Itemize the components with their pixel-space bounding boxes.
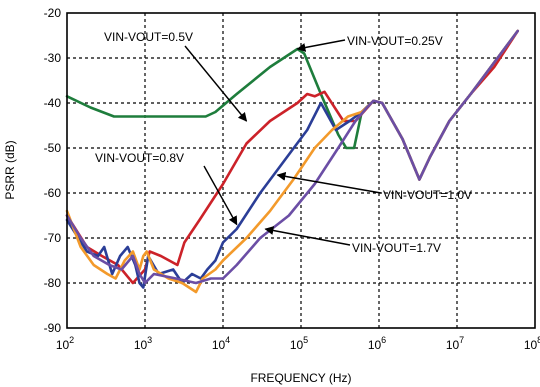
annotation-label: VIN-VOUT=0.5V: [104, 30, 193, 44]
x-tick-label: 102: [56, 335, 74, 352]
annotation-arrow: [184, 45, 248, 122]
annotation-arrow: [264, 226, 351, 246]
y-tick-labels: -20 -30 -40 -50 -60 -70 -80 -90: [44, 6, 62, 335]
y-tick-label: -60: [44, 186, 62, 200]
x-tick-label: 107: [446, 335, 464, 352]
series-layer: [65, 29, 520, 294]
x-tick-label: 103: [134, 335, 152, 352]
y-axis-title: PSRR (dB): [3, 140, 17, 199]
y-tick-label: -40: [44, 96, 62, 110]
plot-frame: [66, 12, 536, 329]
x-tick-label: 106: [368, 335, 386, 352]
annotation-label: VIN-VOUT=1.0V: [383, 188, 472, 202]
y-tick-label: -50: [44, 141, 62, 155]
annotations: VIN-VOUT=0.5V VIN-VOUT=0.25V VIN-VOUT=0.8V…: [95, 30, 472, 255]
annotation-arrow: [203, 165, 238, 226]
x-axis-title: FREQUENCY (Hz): [250, 371, 351, 385]
series-line: [65, 29, 520, 285]
annotation-label: VIN-VOUT=1.7V: [352, 241, 441, 255]
y-tick-label: -20: [44, 6, 62, 20]
annotation-label: VIN-VOUT=0.8V: [95, 151, 184, 165]
annotation-arrow: [296, 39, 346, 52]
y-tick-label: -90: [44, 321, 62, 335]
x-tick-label: 105: [290, 335, 308, 352]
x-tick-labels: 102 103 104 105 106 107 108: [56, 335, 540, 352]
x-tick-label: 108: [524, 335, 540, 352]
annotation-arrow: [276, 171, 382, 194]
y-tick-label: -80: [44, 276, 62, 290]
annotation-label: VIN-VOUT=0.25V: [347, 34, 443, 48]
y-tick-label: -30: [44, 51, 62, 65]
x-tick-label: 104: [212, 335, 230, 352]
y-tick-label: -70: [44, 231, 62, 245]
